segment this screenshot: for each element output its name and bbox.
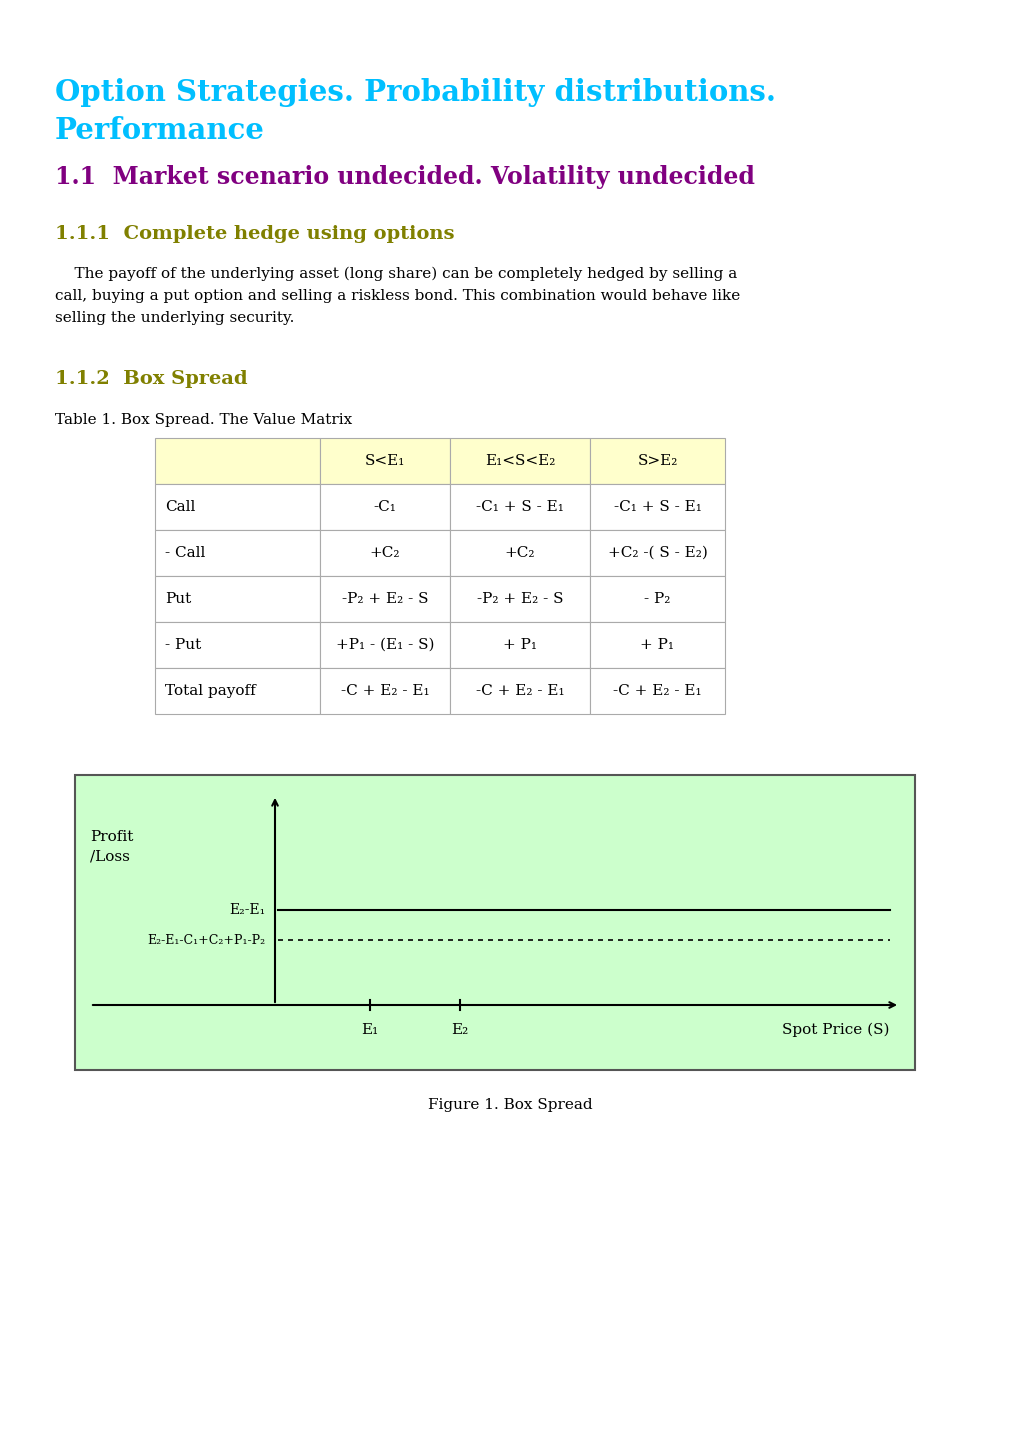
- Text: Option Strategies. Probability distributions.: Option Strategies. Probability distribut…: [55, 78, 775, 107]
- Bar: [589, 438, 725, 485]
- Bar: [589, 531, 725, 575]
- Text: +C₂: +C₂: [370, 547, 399, 559]
- Text: +P₁ - (E₁ - S): +P₁ - (E₁ - S): [335, 637, 434, 652]
- Text: -C + E₂ - E₁: -C + E₂ - E₁: [612, 684, 701, 698]
- Bar: [449, 485, 589, 531]
- Text: Spot Price (S): Spot Price (S): [782, 1022, 890, 1037]
- Text: -P₂ + E₂ - S: -P₂ + E₂ - S: [476, 593, 562, 606]
- Text: -C + E₂ - E₁: -C + E₂ - E₁: [475, 684, 564, 698]
- Bar: [589, 575, 725, 622]
- Text: E₁<S<E₂: E₁<S<E₂: [484, 454, 554, 469]
- Bar: [155, 575, 320, 622]
- Bar: [449, 622, 589, 668]
- Bar: [320, 485, 449, 531]
- Bar: [449, 531, 589, 575]
- Bar: [155, 622, 320, 668]
- Text: The payoff of the underlying asset (long share) can be completely hedged by sell: The payoff of the underlying asset (long…: [55, 267, 737, 281]
- Bar: [449, 668, 589, 714]
- Text: - Call: - Call: [165, 547, 205, 559]
- Bar: [449, 575, 589, 622]
- Text: selling the underlying security.: selling the underlying security.: [55, 311, 294, 324]
- Text: Performance: Performance: [55, 115, 265, 146]
- Bar: [155, 438, 320, 485]
- Text: - Put: - Put: [165, 637, 201, 652]
- Bar: [320, 668, 449, 714]
- Bar: [449, 438, 589, 485]
- Bar: [589, 485, 725, 531]
- Text: -P₂ + E₂ - S: -P₂ + E₂ - S: [341, 593, 428, 606]
- Text: E₂-E₁: E₂-E₁: [228, 903, 265, 917]
- Text: +C₂ -( S - E₂): +C₂ -( S - E₂): [607, 547, 707, 559]
- Text: call, buying a put option and selling a riskless bond. This combination would be: call, buying a put option and selling a …: [55, 288, 740, 303]
- Text: Total payoff: Total payoff: [165, 684, 256, 698]
- Text: Profit: Profit: [90, 831, 133, 844]
- Text: /Loss: /Loss: [90, 849, 129, 864]
- Text: Figure 1. Box Spread: Figure 1. Box Spread: [427, 1097, 592, 1112]
- Text: -C₁ + S - E₁: -C₁ + S - E₁: [613, 500, 701, 513]
- Text: - P₂: - P₂: [644, 593, 671, 606]
- Bar: [589, 668, 725, 714]
- Text: -C₁: -C₁: [373, 500, 396, 513]
- Bar: [320, 622, 449, 668]
- Bar: [155, 668, 320, 714]
- Text: +C₂: +C₂: [504, 547, 535, 559]
- Text: Put: Put: [165, 593, 192, 606]
- Text: Call: Call: [165, 500, 196, 513]
- Text: E₁: E₁: [361, 1022, 378, 1037]
- Text: Table 1. Box Spread. The Value Matrix: Table 1. Box Spread. The Value Matrix: [55, 412, 352, 427]
- Text: S<E₁: S<E₁: [365, 454, 405, 469]
- Bar: [320, 575, 449, 622]
- Text: 1.1  Market scenario undecided. Volatility undecided: 1.1 Market scenario undecided. Volatilit…: [55, 164, 754, 189]
- Text: + P₁: + P₁: [640, 637, 674, 652]
- Text: -C₁ + S - E₁: -C₁ + S - E₁: [476, 500, 564, 513]
- Text: -C + E₂ - E₁: -C + E₂ - E₁: [340, 684, 429, 698]
- Text: S>E₂: S>E₂: [637, 454, 677, 469]
- Text: E₂-E₁-C₁+C₂+P₁-P₂: E₂-E₁-C₁+C₂+P₁-P₂: [147, 933, 265, 946]
- Bar: [75, 774, 914, 1070]
- Bar: [589, 622, 725, 668]
- Text: E₂: E₂: [451, 1022, 468, 1037]
- Bar: [155, 531, 320, 575]
- Text: 1.1.2  Box Spread: 1.1.2 Box Spread: [55, 371, 248, 388]
- Bar: [320, 438, 449, 485]
- Bar: [320, 531, 449, 575]
- Text: + P₁: + P₁: [502, 637, 536, 652]
- Bar: [155, 485, 320, 531]
- Text: 1.1.1  Complete hedge using options: 1.1.1 Complete hedge using options: [55, 225, 454, 244]
